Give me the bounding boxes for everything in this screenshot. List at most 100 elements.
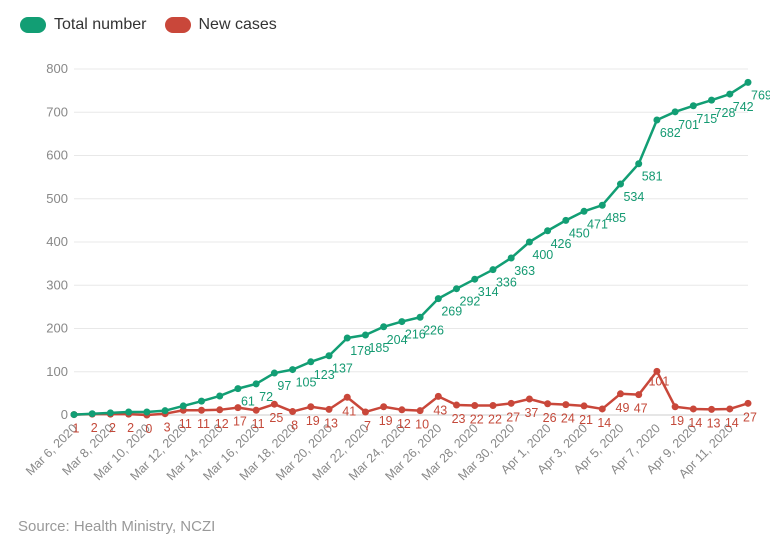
data-label: 314 bbox=[478, 285, 499, 299]
data-label: 41 bbox=[342, 404, 356, 418]
data-point bbox=[489, 401, 497, 409]
legend-label-total: Total number bbox=[54, 16, 147, 33]
data-point bbox=[453, 285, 461, 293]
data-point bbox=[416, 313, 424, 321]
legend-swatch-total bbox=[20, 17, 46, 33]
data-point bbox=[216, 392, 224, 400]
data-point bbox=[289, 366, 297, 374]
data-label: 11 bbox=[179, 417, 192, 431]
data-label: 742 bbox=[733, 100, 754, 114]
data-point bbox=[744, 78, 752, 86]
data-label: 269 bbox=[441, 305, 462, 319]
data-label: 25 bbox=[269, 411, 283, 425]
data-point bbox=[416, 407, 424, 415]
data-point bbox=[671, 108, 679, 116]
data-label: 12 bbox=[397, 417, 411, 431]
data-label: 11 bbox=[252, 417, 265, 431]
data-label: 101 bbox=[648, 374, 669, 388]
data-point bbox=[252, 406, 260, 414]
data-label: 204 bbox=[387, 333, 408, 347]
data-label: 426 bbox=[551, 237, 572, 251]
data-label: 24 bbox=[561, 412, 575, 426]
data-point bbox=[507, 254, 515, 262]
data-label: 27 bbox=[506, 410, 520, 424]
data-point bbox=[434, 295, 442, 303]
data-label: 363 bbox=[514, 264, 535, 278]
data-point bbox=[325, 405, 333, 413]
data-point bbox=[106, 409, 114, 417]
data-point bbox=[434, 392, 442, 400]
data-point bbox=[562, 401, 570, 409]
data-point bbox=[507, 399, 515, 407]
data-label: 19 bbox=[379, 414, 393, 428]
data-label: 13 bbox=[707, 416, 721, 430]
data-label: 105 bbox=[296, 376, 317, 390]
data-point bbox=[161, 407, 169, 415]
data-point bbox=[671, 403, 679, 411]
data-point bbox=[689, 102, 697, 110]
data-point bbox=[616, 390, 624, 398]
y-tick-label: 100 bbox=[46, 364, 68, 379]
y-tick-label: 200 bbox=[46, 321, 68, 336]
data-label: 26 bbox=[543, 411, 557, 425]
data-label: 23 bbox=[452, 412, 466, 426]
data-label: 3 bbox=[164, 421, 171, 435]
legend-item-new[interactable]: New cases bbox=[164, 16, 277, 34]
data-label: 11 bbox=[197, 417, 210, 431]
y-tick-label: 0 bbox=[61, 407, 68, 422]
data-point bbox=[708, 96, 716, 104]
data-label: 400 bbox=[532, 248, 553, 262]
data-label: 581 bbox=[642, 170, 663, 184]
data-label: 19 bbox=[306, 414, 320, 428]
data-point bbox=[307, 358, 315, 366]
legend-swatch-new bbox=[164, 17, 191, 33]
data-point bbox=[234, 404, 242, 412]
data-label: 37 bbox=[524, 406, 538, 420]
data-label: 43 bbox=[433, 403, 447, 417]
legend-item-total[interactable]: Total number bbox=[20, 16, 147, 34]
data-point bbox=[380, 403, 388, 411]
data-point bbox=[270, 400, 278, 408]
data-point bbox=[689, 405, 697, 413]
data-point bbox=[325, 352, 333, 360]
data-label: 178 bbox=[350, 344, 371, 358]
data-label: 8 bbox=[291, 419, 298, 433]
data-label: 49 bbox=[616, 401, 630, 415]
data-point bbox=[708, 405, 716, 413]
data-label: 72 bbox=[259, 390, 273, 404]
y-tick-label: 300 bbox=[46, 277, 68, 292]
data-point bbox=[726, 90, 734, 98]
data-point bbox=[489, 266, 497, 274]
data-label: 27 bbox=[743, 410, 757, 424]
data-point bbox=[343, 334, 351, 342]
data-point bbox=[616, 180, 624, 188]
data-point bbox=[216, 406, 224, 414]
data-label: 471 bbox=[587, 217, 608, 231]
data-point bbox=[398, 318, 406, 326]
data-point bbox=[525, 238, 533, 246]
data-point bbox=[179, 402, 187, 410]
data-point bbox=[544, 400, 552, 408]
data-point bbox=[252, 380, 260, 388]
data-label: 2 bbox=[109, 421, 116, 435]
data-point bbox=[143, 408, 151, 416]
data-point bbox=[270, 369, 278, 377]
y-tick-label: 400 bbox=[46, 234, 68, 249]
y-tick-label: 700 bbox=[46, 104, 68, 119]
data-label: 13 bbox=[324, 416, 338, 430]
data-point bbox=[398, 406, 406, 414]
data-point bbox=[598, 405, 606, 413]
data-point bbox=[289, 408, 297, 416]
data-point bbox=[307, 403, 315, 411]
data-point bbox=[361, 408, 369, 416]
data-label: 17 bbox=[233, 415, 247, 429]
data-point bbox=[744, 399, 752, 407]
data-label: 485 bbox=[605, 211, 626, 225]
data-label: 769 bbox=[751, 88, 770, 102]
data-point bbox=[544, 227, 552, 235]
data-point bbox=[580, 402, 588, 410]
data-label: 22 bbox=[488, 412, 502, 426]
y-tick-label: 500 bbox=[46, 191, 68, 206]
data-label: 336 bbox=[496, 276, 517, 290]
